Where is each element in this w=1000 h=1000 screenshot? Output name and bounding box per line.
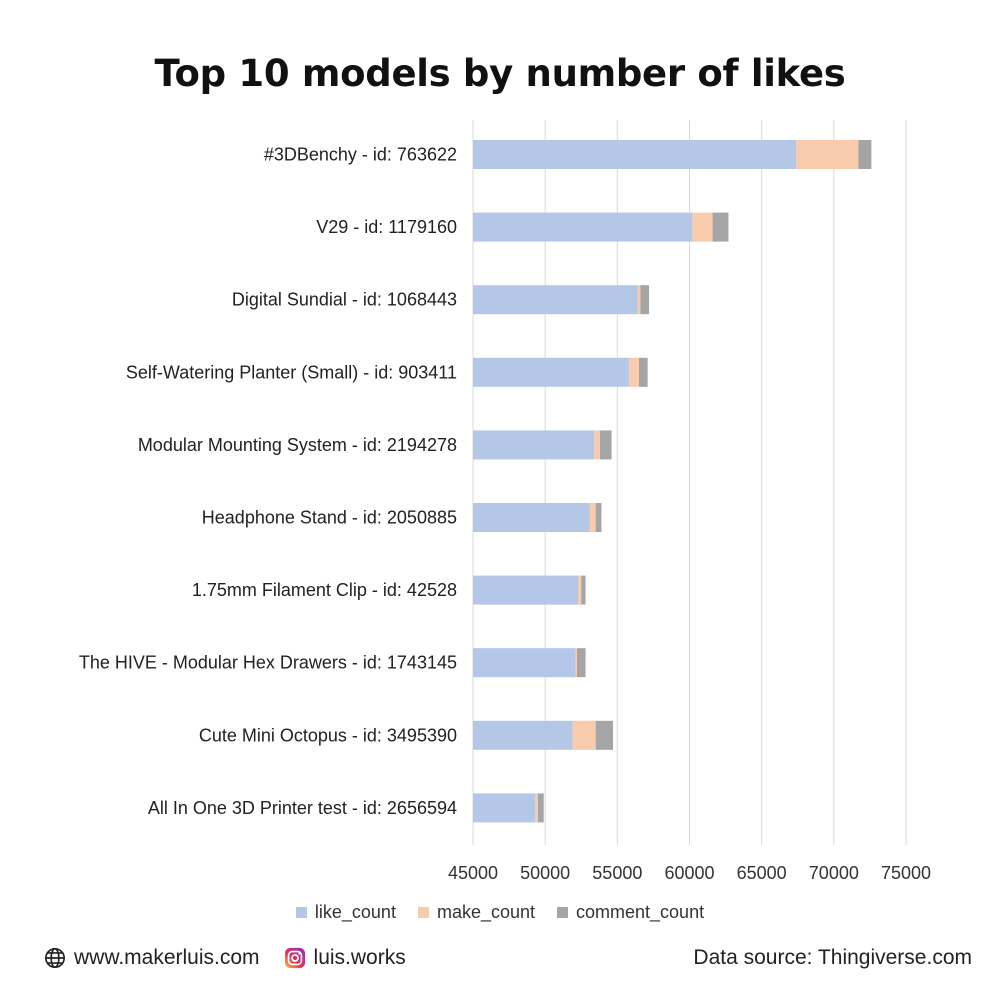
data-source: Data source: Thingiverse.com — [693, 946, 972, 969]
category-label: The HIVE - Modular Hex Drawers - id: 174… — [79, 653, 457, 673]
x-tick-label: 50000 — [520, 863, 570, 883]
bar-comment-count — [858, 140, 872, 169]
bar-like-count — [473, 720, 573, 750]
category-label: Modular Mounting System - id: 2194278 — [138, 435, 457, 455]
bar-like-count — [473, 285, 638, 315]
legend-label: comment_count — [576, 902, 705, 922]
footer: www.makerluis.com luis.works Data source… — [44, 940, 972, 976]
legend-swatch-make-count — [417, 907, 429, 918]
legend-label: like_count — [314, 902, 396, 922]
bar-make-count — [589, 503, 596, 532]
bar-comment-count — [537, 793, 544, 823]
bar-like-count — [473, 793, 536, 823]
legend-label: make_count — [436, 902, 536, 922]
bar-comment-count — [638, 357, 648, 387]
instagram-handle[interactable]: luis.works — [313, 946, 406, 969]
category-label: Cute Mini Octopus - id: 3495390 — [199, 725, 457, 745]
bar-make-count — [628, 357, 639, 387]
category-label: All In One 3D Printer test - id: 2656594 — [148, 798, 457, 818]
bars — [473, 140, 872, 823]
legend-item-like-count: like_count — [295, 902, 396, 923]
bar-like-count — [473, 357, 629, 387]
instagram-icon — [284, 947, 306, 969]
category-label: Self-Watering Planter (Small) - id: 9034… — [126, 362, 457, 382]
x-tick-label: 55000 — [592, 863, 642, 883]
category-label: 1.75mm Filament Clip - id: 42528 — [192, 580, 457, 600]
x-tick-label: 75000 — [881, 863, 931, 883]
bar-make-count — [637, 285, 641, 315]
x-tick-label: 65000 — [737, 863, 787, 883]
category-labels: #3DBenchy - id: 763622 V29 - id: 1179160 D… — [79, 145, 457, 818]
bar-comment-count — [712, 212, 729, 242]
bar-make-count — [594, 430, 601, 460]
bar-make-count — [796, 140, 859, 169]
legend-swatch-comment-count — [557, 907, 569, 918]
instagram-credit: luis.works — [284, 946, 406, 970]
globe-icon — [44, 947, 66, 969]
bar-comment-count — [595, 503, 602, 532]
chart-title: Top 10 models by number of likes — [154, 52, 846, 95]
website-link[interactable]: www.makerluis.com — [74, 946, 260, 969]
bar-make-count — [575, 648, 577, 678]
bar-make-count — [572, 720, 596, 750]
category-label: V29 - id: 1179160 — [316, 217, 457, 237]
bar-make-count — [692, 212, 713, 242]
bar-like-count — [473, 648, 576, 678]
bar-comment-count — [600, 430, 612, 460]
category-label: #3DBenchy - id: 763622 — [264, 145, 457, 165]
legend-item-comment-count: comment_count — [557, 902, 704, 923]
x-tick-labels: 45000 50000 55000 60000 65000 70000 75000 — [448, 863, 931, 883]
bar-like-count — [473, 575, 579, 605]
x-tick-label: 60000 — [664, 863, 714, 883]
website-credit: www.makerluis.com — [44, 946, 260, 970]
legend-swatch-like-count — [295, 907, 307, 918]
bar-comment-count — [595, 720, 614, 750]
bar-comment-count — [576, 648, 586, 678]
bar-like-count — [473, 503, 590, 532]
bar-like-count — [473, 140, 797, 169]
bar-comment-count — [640, 285, 650, 315]
x-tick-label: 70000 — [809, 863, 859, 883]
bar-like-count — [473, 430, 595, 460]
bar-make-count — [535, 793, 538, 823]
legend-item-make-count: make_count — [417, 902, 536, 923]
bar-chart: #3DBenchy - id: 763622 V29 - id: 1179160 D… — [79, 120, 931, 883]
x-tick-label: 45000 — [448, 863, 498, 883]
bar-make-count — [578, 575, 582, 605]
bar-comment-count — [581, 575, 586, 605]
category-label: Digital Sundial - id: 1068443 — [232, 290, 457, 310]
category-label: Headphone Stand - id: 2050885 — [202, 508, 457, 528]
legend: like_count make_count comment_count — [0, 902, 1000, 923]
bar-like-count — [473, 212, 693, 242]
